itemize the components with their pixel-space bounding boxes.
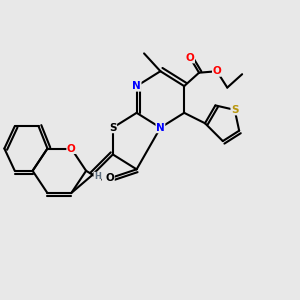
- Text: S: S: [109, 123, 117, 133]
- Text: O: O: [212, 66, 221, 76]
- Text: N: N: [132, 81, 141, 91]
- Text: O: O: [186, 53, 194, 63]
- Text: S: S: [231, 105, 238, 115]
- Text: O: O: [67, 143, 76, 154]
- Text: N: N: [156, 123, 165, 133]
- Text: O: O: [106, 173, 114, 183]
- Text: H: H: [94, 172, 101, 181]
